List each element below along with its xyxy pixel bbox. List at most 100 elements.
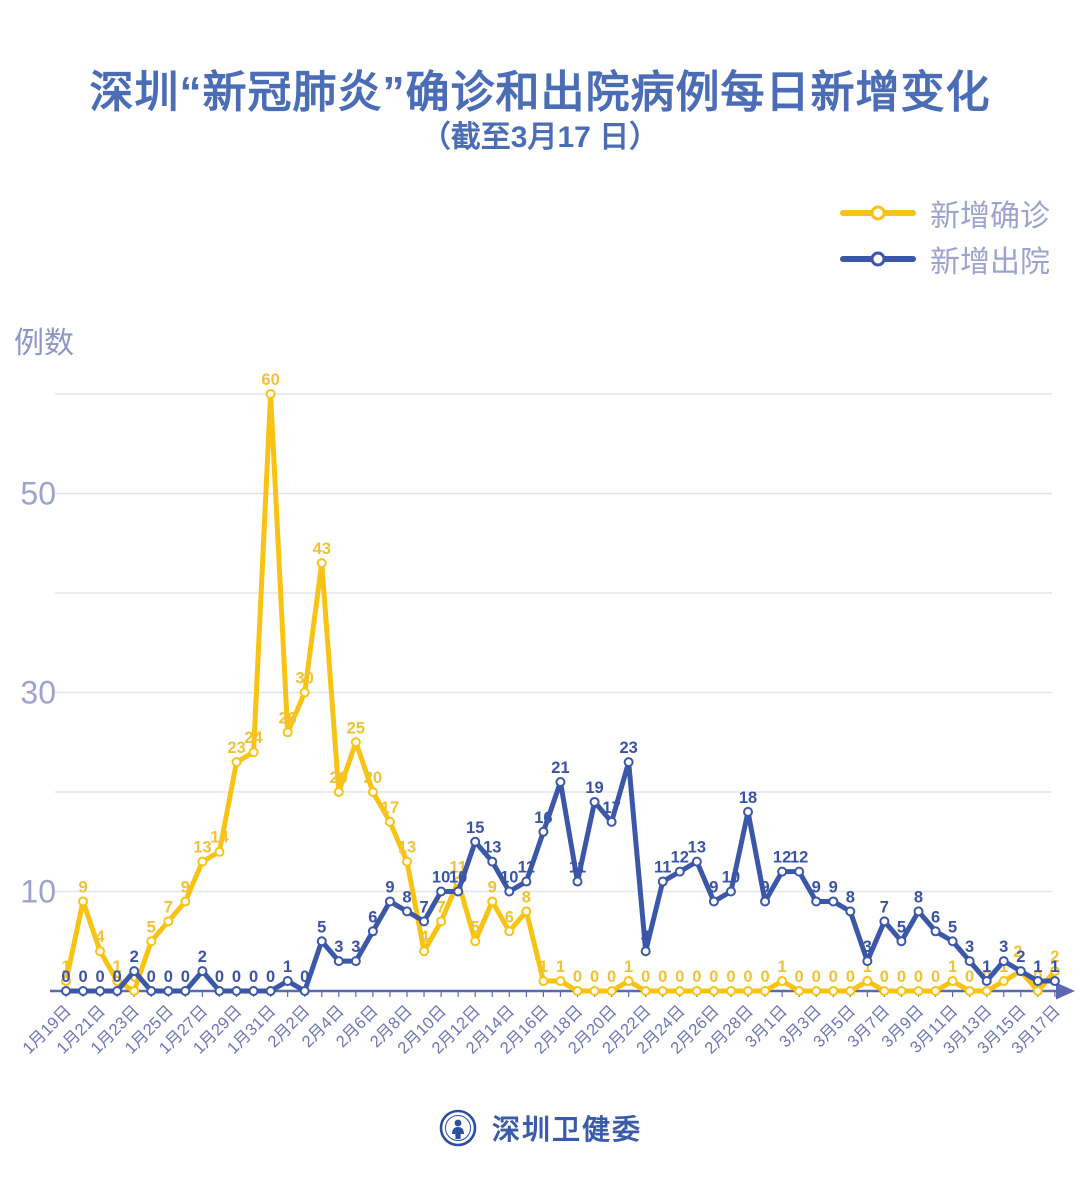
confirmed-point-2月17日 bbox=[555, 976, 566, 987]
confirmed-point-3月10日 bbox=[930, 986, 941, 996]
confirmed-point-3月1日 bbox=[777, 976, 788, 987]
confirmed-point-3月13日 bbox=[981, 986, 992, 996]
confirmed-point-3月9日 bbox=[913, 986, 924, 996]
confirmed-point-2月28日 bbox=[743, 986, 753, 996]
discharged-label-3月8日: 5 bbox=[897, 918, 906, 936]
y-tick-label-10: 10 bbox=[20, 874, 56, 910]
confirmed-label-3月15日: 2 bbox=[1013, 943, 1022, 961]
confirmed-label-2月15日: 8 bbox=[522, 888, 531, 906]
confirmed-label-3月12日: 0 bbox=[965, 968, 974, 986]
confirmed-point-3月4日 bbox=[828, 986, 839, 996]
discharged-label-1月24日: 0 bbox=[147, 968, 156, 986]
y-axis-title: 例数 bbox=[14, 327, 74, 360]
confirmed-label-2月5日: 25 bbox=[347, 719, 365, 737]
discharged-label-3月1日: 12 bbox=[773, 849, 791, 867]
discharged-point-2月3日 bbox=[316, 936, 327, 947]
discharged-label-3月3日: 9 bbox=[812, 878, 821, 896]
shenzhen-health-commission-logo-icon bbox=[439, 1109, 477, 1147]
discharged-label-2月24日: 12 bbox=[671, 849, 689, 867]
discharged-label-2月9日: 7 bbox=[419, 898, 428, 916]
discharged-point-3月14日 bbox=[998, 956, 1009, 967]
discharged-point-2月12日 bbox=[470, 836, 481, 847]
confirmed-label-2月20日: 0 bbox=[607, 968, 616, 986]
confirmed-point-1月22日 bbox=[112, 976, 123, 987]
confirmed-label-2月7日: 17 bbox=[381, 799, 399, 817]
confirmed-label-1月20日: 9 bbox=[78, 878, 87, 896]
discharged-point-1月29日 bbox=[231, 986, 242, 996]
confirmed-label-2月9日: 4 bbox=[419, 928, 429, 946]
discharged-label-2月13日: 13 bbox=[483, 839, 501, 857]
confirmed-label-2月22日: 0 bbox=[641, 968, 650, 986]
discharged-label-1月19日: 0 bbox=[61, 968, 70, 986]
discharged-label-2月11日: 10 bbox=[449, 869, 467, 887]
discharged-label-3月4日: 9 bbox=[829, 878, 838, 896]
confirmed-label-3月17日: 2 bbox=[1050, 948, 1059, 966]
confirmed-label-1月21日: 4 bbox=[96, 928, 106, 946]
confirmed-label-2月24日: 0 bbox=[675, 968, 684, 986]
confirmed-point-2月29日 bbox=[760, 986, 771, 996]
confirmed-point-2月26日 bbox=[708, 986, 719, 996]
discharged-point-1月22日 bbox=[112, 986, 123, 996]
legend-item-confirmed: 新增确诊 bbox=[840, 196, 1050, 233]
chart-subtitle: （截至3月17 日） bbox=[420, 121, 660, 154]
confirmed-label-2月28日: 0 bbox=[743, 968, 752, 986]
discharged-point-2月8日 bbox=[402, 906, 412, 917]
discharged-point-1月27日 bbox=[197, 966, 208, 977]
confirmed-label-2月17日: 1 bbox=[556, 958, 565, 976]
discharged-label-3月12日: 3 bbox=[965, 938, 974, 956]
discharged-label-2月17日: 21 bbox=[551, 759, 569, 777]
discharged-label-2月23日: 11 bbox=[654, 859, 671, 877]
confirmed-point-2月9日 bbox=[419, 946, 430, 957]
discharged-line-swatch-icon bbox=[840, 251, 916, 267]
confirmed-label-2月23日: 0 bbox=[658, 968, 667, 986]
confirmed-label-3月5日: 0 bbox=[846, 968, 855, 986]
discharged-label-2月18日: 11 bbox=[569, 859, 586, 877]
discharged-label-3月17日: 1 bbox=[1050, 958, 1059, 976]
discharged-point-3月2日 bbox=[794, 866, 805, 877]
confirmed-label-2月4日: 20 bbox=[330, 769, 348, 787]
confirmed-label-3月6日: 1 bbox=[863, 958, 872, 976]
discharged-point-3月13日 bbox=[981, 976, 992, 987]
confirmed-point-2月20日 bbox=[606, 986, 617, 996]
confirmed-label-1月31日: 60 bbox=[261, 371, 279, 389]
discharged-point-2月19日 bbox=[589, 796, 600, 807]
confirmed-point-1月26日 bbox=[180, 896, 191, 907]
confirmed-line-swatch-icon bbox=[840, 205, 916, 221]
confirmed-label-2月29日: 0 bbox=[760, 968, 769, 986]
discharged-label-2月15日: 11 bbox=[518, 859, 535, 877]
discharged-point-3月8日 bbox=[896, 936, 907, 947]
discharged-label-2月21日: 23 bbox=[619, 739, 637, 757]
confirmed-point-2月25日 bbox=[691, 986, 702, 996]
discharged-point-2月24日 bbox=[674, 866, 685, 877]
discharged-label-2月19日: 19 bbox=[585, 779, 603, 797]
confirmed-point-1月21日 bbox=[95, 946, 106, 957]
discharged-label-2月1日: 1 bbox=[283, 958, 292, 976]
discharged-point-2月28日 bbox=[743, 806, 753, 817]
confirmed-point-2月19日 bbox=[589, 986, 600, 996]
x-axis-arrow-icon bbox=[1056, 982, 1075, 1000]
discharged-label-2月26日: 9 bbox=[709, 878, 718, 896]
confirmed-label-1月26日: 9 bbox=[181, 878, 190, 896]
confirmed-label-1月29日: 23 bbox=[227, 739, 245, 757]
confirmed-point-2月24日 bbox=[674, 986, 685, 996]
discharged-point-3月10日 bbox=[930, 926, 941, 937]
confirmed-point-3月7日 bbox=[879, 986, 890, 996]
confirmed-point-3月6日 bbox=[862, 976, 873, 987]
y-tick-label-50: 50 bbox=[20, 476, 56, 512]
discharged-point-3月15日 bbox=[1015, 966, 1026, 977]
discharged-label-1月30日: 0 bbox=[249, 968, 258, 986]
discharged-label-2月12日: 15 bbox=[466, 819, 484, 837]
discharged-point-2月20日 bbox=[606, 816, 617, 827]
discharged-point-1月24日 bbox=[146, 986, 157, 996]
confirmed-point-2月21日 bbox=[623, 976, 634, 987]
discharged-point-3月17日 bbox=[1049, 976, 1060, 987]
discharged-point-2月26日 bbox=[708, 896, 719, 907]
legend-label-confirmed: 新增确诊 bbox=[930, 200, 1050, 233]
discharged-label-1月26日: 0 bbox=[181, 968, 190, 986]
confirmed-label-3月2日: 0 bbox=[795, 968, 804, 986]
discharged-point-2月11日 bbox=[453, 886, 464, 897]
confirmed-label-2月3日: 43 bbox=[313, 540, 331, 558]
footer: 深圳卫健委 bbox=[0, 1108, 1080, 1148]
confirmed-label-1月19日: 1 bbox=[61, 958, 70, 976]
